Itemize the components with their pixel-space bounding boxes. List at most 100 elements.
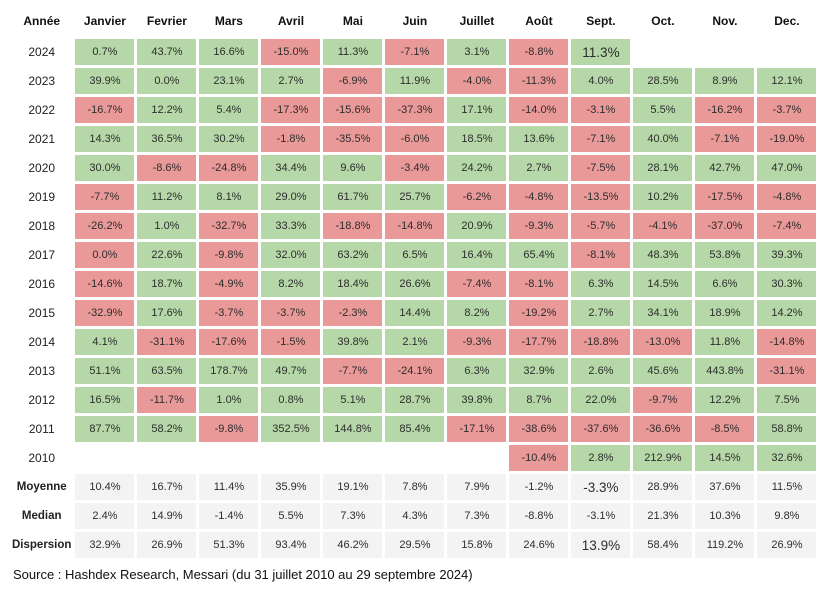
- value-cell: 20.9%: [447, 213, 507, 239]
- table-row: 2022 -16.7% 12.2% 5.4% -17.3% -15.6% -37.3% 17.…: [11, 97, 817, 123]
- table-row: 2010 -10.4% 2.8% 212.9% 14.5% 32.6%: [11, 445, 817, 471]
- value-cell: 26.6%: [385, 271, 445, 297]
- value-cell: 9.8%: [757, 503, 817, 529]
- row-label: 2013: [11, 358, 73, 384]
- value-cell: 23.1%: [199, 68, 259, 94]
- value-cell: -17.6%: [199, 329, 259, 355]
- value-cell: 49.7%: [261, 358, 321, 384]
- value-cell: 2.7%: [261, 68, 321, 94]
- row-label: 2014: [11, 329, 73, 355]
- value-cell: 34.1%: [633, 300, 693, 326]
- value-cell: -31.1%: [137, 329, 197, 355]
- value-cell: 12.2%: [137, 97, 197, 123]
- header-row: Année Janvier Fevrier Mars Avril Mai Juin Juill…: [11, 5, 817, 36]
- row-label: 2015: [11, 300, 73, 326]
- value-cell: 7.8%: [385, 474, 445, 500]
- value-cell: 43.7%: [137, 39, 197, 65]
- value-cell: -15.0%: [261, 39, 321, 65]
- table-row: Moyenne 10.4% 16.7% 11.4% 35.9% 19.1% 7.8% 7.9%…: [11, 474, 817, 500]
- value-cell: 39.9%: [75, 68, 135, 94]
- table-row: Dispersion 32.9% 26.9% 51.3% 93.4% 46.2% 29.5%…: [11, 532, 817, 558]
- row-label: 2012: [11, 387, 73, 413]
- value-cell: 16.6%: [199, 39, 259, 65]
- value-cell: 7.9%: [447, 474, 507, 500]
- value-cell: 0.0%: [137, 68, 197, 94]
- row-label: 2010: [11, 445, 73, 471]
- value-cell: 35.9%: [261, 474, 321, 500]
- value-cell: -7.1%: [385, 39, 445, 65]
- value-cell: 10.4%: [75, 474, 135, 500]
- value-cell: 14.5%: [695, 445, 755, 471]
- value-cell: -14.8%: [385, 213, 445, 239]
- value-cell: 30.3%: [757, 271, 817, 297]
- value-cell: -13.5%: [571, 184, 631, 210]
- value-cell: 34.4%: [261, 155, 321, 181]
- value-cell: 30.0%: [75, 155, 135, 181]
- value-cell: -18.8%: [571, 329, 631, 355]
- value-cell: -3.1%: [571, 97, 631, 123]
- value-cell: -7.4%: [757, 213, 817, 239]
- value-cell: -4.9%: [199, 271, 259, 297]
- value-cell: 12.2%: [695, 387, 755, 413]
- column-header-year: Année: [11, 5, 73, 36]
- value-cell: 7.5%: [757, 387, 817, 413]
- value-cell: 1.0%: [137, 213, 197, 239]
- value-cell: -4.8%: [509, 184, 569, 210]
- value-cell: 32.0%: [261, 242, 321, 268]
- value-cell: -8.6%: [137, 155, 197, 181]
- row-label: 2018: [11, 213, 73, 239]
- value-cell: -14.0%: [509, 97, 569, 123]
- value-cell: 24.2%: [447, 155, 507, 181]
- value-cell: -3.1%: [571, 503, 631, 529]
- value-cell: 14.5%: [633, 271, 693, 297]
- value-cell: 40.0%: [633, 126, 693, 152]
- value-cell: 144.8%: [323, 416, 383, 442]
- value-cell: [385, 445, 444, 471]
- column-header-month: Avril: [261, 5, 321, 36]
- table-row: 2013 51.1% 63.5% 178.7% 49.7% -7.7% -24.1% 6.3%…: [11, 358, 817, 384]
- value-cell: 212.9%: [633, 445, 693, 471]
- table-row: 2018 -26.2% 1.0% -32.7% 33.3% -18.8% -14.8% 20.…: [11, 213, 817, 239]
- value-cell: 18.4%: [323, 271, 383, 297]
- value-cell: -17.1%: [447, 416, 507, 442]
- table-row: 2011 87.7% 58.2% -9.8% 352.5% 144.8% 85.4% -17.…: [11, 416, 817, 442]
- value-cell: 33.3%: [261, 213, 321, 239]
- value-cell: 8.2%: [261, 271, 321, 297]
- value-cell: 5.5%: [633, 97, 693, 123]
- value-cell: 6.3%: [571, 271, 631, 297]
- value-cell: 28.5%: [633, 68, 693, 94]
- value-cell: 63.2%: [323, 242, 383, 268]
- value-cell: 18.7%: [137, 271, 197, 297]
- value-cell: 0.7%: [75, 39, 135, 65]
- value-cell: -19.0%: [757, 126, 817, 152]
- value-cell: 14.9%: [137, 503, 197, 529]
- value-cell: -8.1%: [571, 242, 631, 268]
- value-cell: 12.1%: [757, 68, 817, 94]
- value-cell: 5.1%: [323, 387, 383, 413]
- value-cell: 22.0%: [571, 387, 631, 413]
- value-cell: 58.8%: [757, 416, 817, 442]
- row-label: 2024: [11, 39, 73, 65]
- value-cell: -10.4%: [509, 445, 569, 471]
- value-cell: 352.5%: [261, 416, 321, 442]
- value-cell: -18.8%: [323, 213, 383, 239]
- value-cell: -5.7%: [571, 213, 631, 239]
- column-header-month: Mai: [323, 5, 383, 36]
- value-cell: [447, 445, 506, 471]
- value-cell: 28.9%: [633, 474, 693, 500]
- value-cell: 18.5%: [447, 126, 507, 152]
- row-label: 2020: [11, 155, 73, 181]
- value-cell: 26.9%: [757, 532, 817, 558]
- value-cell: -32.9%: [75, 300, 135, 326]
- value-cell: 36.5%: [137, 126, 197, 152]
- value-cell: 11.5%: [757, 474, 817, 500]
- value-cell: 16.4%: [447, 242, 507, 268]
- column-header-month: Dec.: [757, 5, 817, 36]
- row-label: 2023: [11, 68, 73, 94]
- table-row: 2019 -7.7% 11.2% 8.1% 29.0% 61.7% 25.7% -6.2% -4…: [11, 184, 817, 210]
- value-cell: 15.8%: [447, 532, 507, 558]
- row-label: Dispersion: [11, 532, 73, 558]
- value-cell: 10.2%: [633, 184, 693, 210]
- value-cell: -14.8%: [757, 329, 817, 355]
- value-cell: 65.4%: [509, 242, 569, 268]
